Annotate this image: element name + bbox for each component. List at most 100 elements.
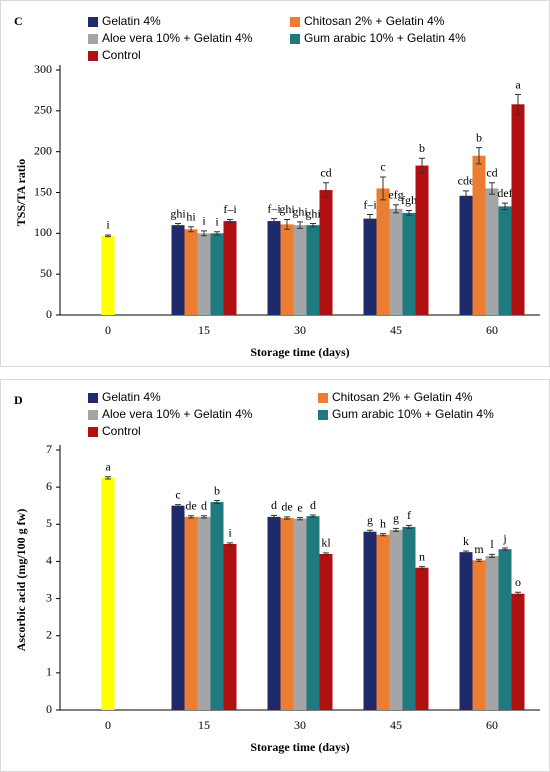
- y-tick-label: 300: [34, 62, 52, 76]
- legend-swatch: [318, 410, 328, 420]
- value-label: cd: [486, 165, 497, 179]
- bar: [280, 224, 294, 315]
- bar: [415, 567, 429, 710]
- error-bar: [476, 147, 482, 165]
- legend-label: Gelatin 4%: [102, 14, 161, 28]
- bar: [472, 155, 486, 315]
- value-label: ghi: [292, 205, 308, 219]
- value-label: b: [476, 130, 482, 144]
- bar: [184, 516, 198, 710]
- legend-swatch: [290, 34, 300, 44]
- error-bar: [201, 515, 207, 519]
- value-label: b: [419, 141, 425, 155]
- y-axis-label: TSS/TA ratio: [14, 159, 28, 226]
- error-bar: [393, 204, 399, 214]
- error-bar: [105, 476, 111, 480]
- error-bar: [515, 591, 521, 596]
- error-bar: [310, 223, 316, 228]
- error-bar: [175, 223, 181, 228]
- x-tick-label: 15: [198, 323, 210, 337]
- x-axis-label: Storage time (days): [250, 345, 349, 359]
- error-bar: [297, 221, 303, 229]
- value-label: ghi: [305, 206, 321, 220]
- legend-swatch: [88, 34, 98, 44]
- bar: [267, 516, 281, 710]
- y-tick-label: 100: [34, 225, 52, 239]
- bar: [498, 206, 512, 315]
- error-bar: [310, 514, 316, 518]
- error-bar: [515, 94, 521, 115]
- error-bar: [393, 527, 399, 532]
- bar: [223, 221, 237, 315]
- error-bar: [476, 558, 482, 562]
- error-bar: [284, 516, 290, 520]
- value-label: f–i: [223, 202, 237, 216]
- bar: [511, 593, 525, 710]
- bar: [197, 233, 211, 315]
- bar: [319, 190, 333, 315]
- value-label: c: [175, 487, 180, 501]
- bar: [184, 229, 198, 315]
- value-label: f–i: [363, 197, 377, 211]
- value-label: i: [215, 214, 219, 228]
- bar: [293, 225, 307, 315]
- value-label: de: [185, 498, 196, 512]
- legend-label: Gelatin 4%: [102, 390, 161, 404]
- value-label: i: [228, 526, 232, 540]
- error-bar: [406, 209, 412, 216]
- value-label: b: [214, 483, 220, 497]
- error-bar: [489, 553, 495, 558]
- bar: [210, 502, 224, 710]
- bar: [376, 188, 390, 315]
- bar: [197, 516, 211, 710]
- error-bar: [463, 190, 469, 202]
- error-bar: [323, 552, 329, 556]
- y-tick-label: 0: [46, 307, 52, 321]
- bar: [389, 529, 403, 710]
- bar: [363, 531, 377, 710]
- error-bar: [463, 550, 469, 554]
- value-label: efg: [388, 188, 403, 202]
- error-bar: [214, 231, 220, 236]
- error-bar: [271, 514, 277, 519]
- bar: [280, 517, 294, 710]
- error-bar: [380, 533, 386, 537]
- bar: [101, 235, 115, 315]
- value-label: hi: [186, 210, 196, 224]
- bar: [101, 477, 115, 710]
- bar: [389, 208, 403, 315]
- x-tick-label: 30: [294, 323, 306, 337]
- value-label: g: [367, 513, 373, 527]
- error-bar: [188, 515, 194, 519]
- bar: [498, 549, 512, 710]
- value-label: ghi: [279, 202, 295, 216]
- x-axis-label: Storage time (days): [250, 740, 349, 754]
- x-tick-label: 45: [390, 718, 402, 732]
- bar: [415, 165, 429, 315]
- bar: [511, 104, 525, 315]
- x-tick-label: 45: [390, 323, 402, 337]
- x-tick-label: 60: [486, 718, 498, 732]
- error-bar: [227, 218, 233, 224]
- legend-swatch: [88, 427, 98, 437]
- y-tick-label: 150: [34, 184, 52, 198]
- error-bar: [284, 218, 290, 230]
- error-bar: [188, 226, 194, 233]
- bar: [402, 526, 416, 710]
- value-label: def: [497, 186, 512, 200]
- bar: [210, 233, 224, 315]
- value-label: l: [490, 537, 494, 551]
- legend-label: Chitosan 2% + Gelatin 4%: [332, 390, 473, 404]
- value-label: fgh: [401, 193, 417, 207]
- value-label: j: [502, 531, 506, 545]
- y-axis-label: Ascorbic acid (mg/100 g fw): [14, 509, 28, 652]
- bar: [293, 518, 307, 710]
- value-label: kl: [321, 536, 331, 550]
- bar: [267, 221, 281, 315]
- y-tick-label: 3: [46, 590, 52, 604]
- error-bar: [419, 157, 425, 174]
- value-label: i: [202, 214, 206, 228]
- legend-swatch: [88, 51, 98, 61]
- value-label: f: [407, 508, 411, 522]
